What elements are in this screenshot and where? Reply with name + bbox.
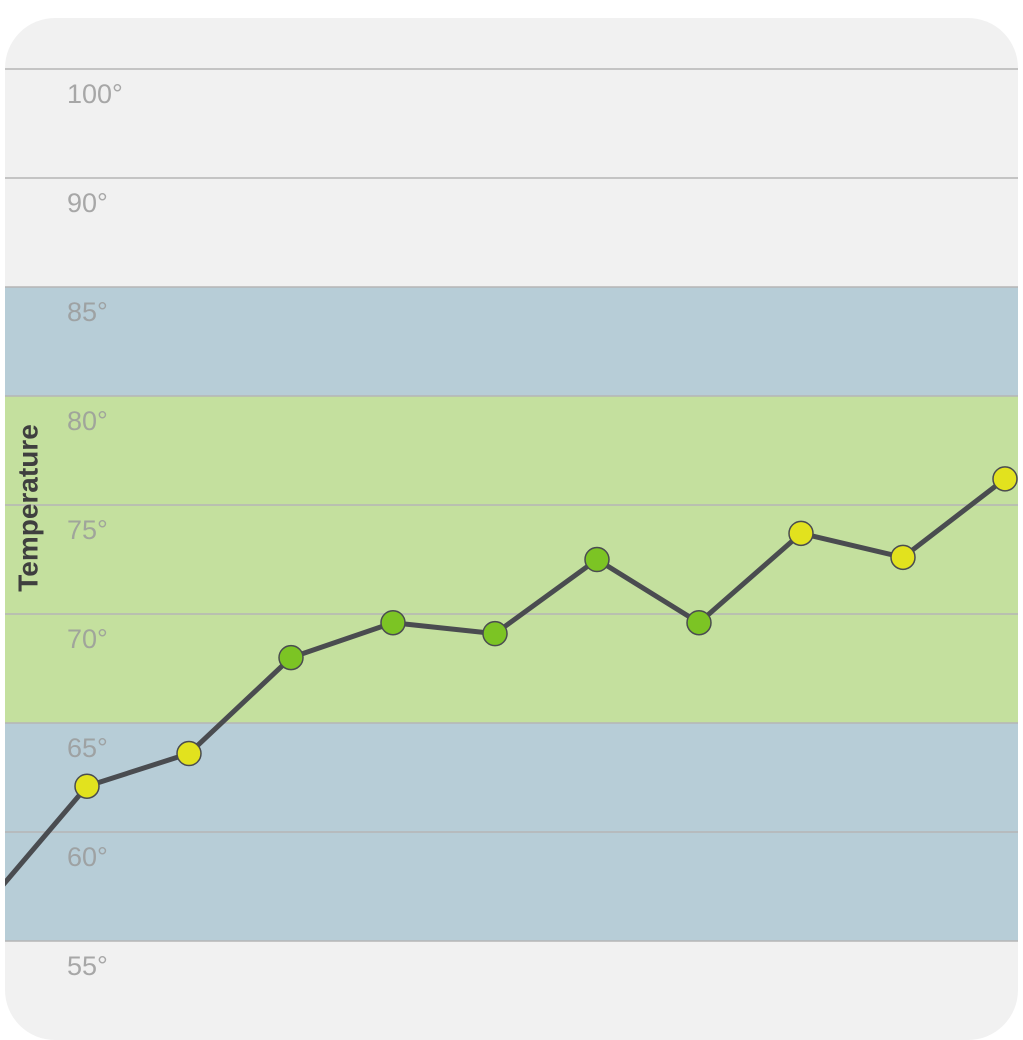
data-point <box>584 546 610 573</box>
y-tick-label: 90° <box>67 188 108 218</box>
y-tick-label: 65° <box>67 733 108 763</box>
y-tick-label: 85° <box>67 297 108 327</box>
y-tick-label: 100° <box>67 79 123 109</box>
data-point <box>380 609 406 636</box>
data-point <box>890 544 916 571</box>
y-tick-label: 70° <box>67 624 108 654</box>
data-point <box>992 466 1018 492</box>
data-point <box>278 644 304 671</box>
data-point <box>482 620 508 647</box>
data-point <box>74 773 100 799</box>
y-tick-label: 80° <box>67 406 108 436</box>
y-tick-label: 60° <box>67 842 108 872</box>
y-axis-title: Temperature <box>12 424 43 592</box>
data-point <box>686 609 712 636</box>
y-tick-label: 55° <box>67 951 108 981</box>
y-tick-label: 75° <box>67 515 108 545</box>
data-point <box>176 740 202 767</box>
plot-area <box>5 68 1018 942</box>
data-point <box>788 520 814 547</box>
range-band <box>5 396 1018 723</box>
range-band <box>5 287 1018 396</box>
labels: 100° 90° 85° 80° 75° 70° 65° 60° 55° <box>67 79 123 981</box>
